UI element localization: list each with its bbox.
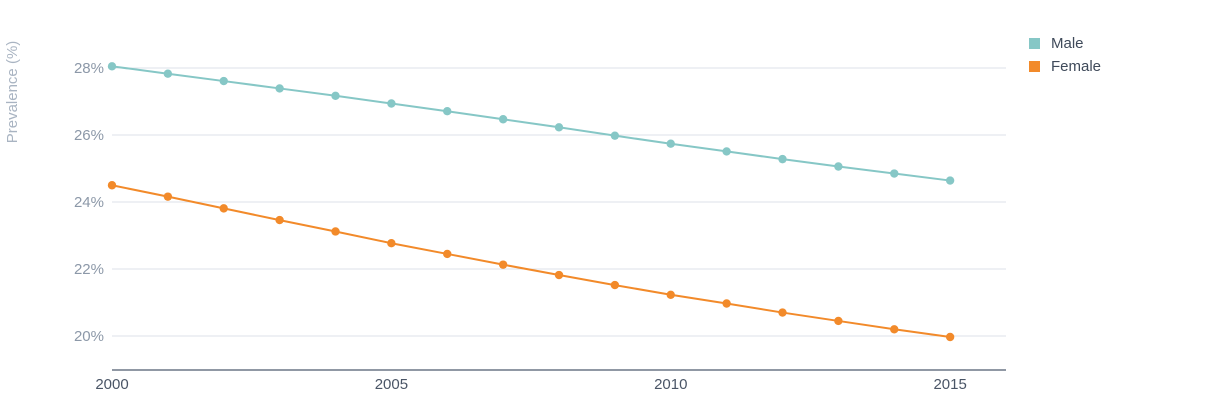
legend-swatch-male — [1029, 38, 1040, 49]
gridlines — [112, 67, 1006, 337]
data-point-female[interactable] — [443, 249, 452, 259]
data-point-female[interactable] — [219, 204, 228, 213]
y-tick-label: 28% — [74, 60, 104, 77]
x-tick-label: 2000 — [95, 376, 128, 393]
y-tick-label: 24% — [74, 194, 104, 211]
data-point-male[interactable] — [219, 76, 228, 86]
data-point-female[interactable] — [834, 316, 843, 326]
data-point-female[interactable] — [275, 215, 284, 225]
y-tick-label: 20% — [74, 328, 104, 345]
data-point-male[interactable] — [498, 115, 508, 124]
legend-label-female[interactable]: Female — [1051, 58, 1101, 75]
legend-swatch-female — [1029, 61, 1040, 72]
data-point-male[interactable] — [610, 131, 620, 140]
data-point-female[interactable] — [666, 290, 675, 299]
x-tick-label: 2015 — [933, 376, 966, 393]
legend: Male Female — [1029, 35, 1101, 75]
x-tick-label: 2010 — [654, 376, 687, 393]
x-tick-label: 2005 — [375, 376, 408, 393]
data-point-male[interactable] — [331, 91, 340, 101]
series-line-male — [111, 65, 951, 182]
data-point-female[interactable] — [163, 192, 173, 201]
data-point-female[interactable] — [498, 260, 508, 269]
data-point-female[interactable] — [610, 280, 620, 290]
data-point-female[interactable] — [387, 239, 396, 248]
data-point-male[interactable] — [890, 169, 899, 178]
data-point-female[interactable] — [554, 270, 564, 280]
data-point-male[interactable] — [722, 147, 731, 156]
data-point-female[interactable] — [778, 308, 787, 317]
series-line-female — [111, 184, 951, 339]
data-point-female[interactable] — [945, 332, 955, 342]
data-point-male[interactable] — [666, 139, 675, 148]
data-point-male[interactable] — [387, 99, 396, 108]
data-point-male[interactable] — [945, 176, 955, 185]
y-axis-title: Prevalence (%) — [4, 41, 21, 144]
y-tick-label: 22% — [74, 261, 104, 278]
y-tick-label: 26% — [74, 127, 104, 144]
data-point-male[interactable] — [163, 69, 173, 78]
legend-label-male[interactable]: Male — [1051, 35, 1084, 52]
data-point-male[interactable] — [107, 62, 117, 71]
series — [107, 62, 955, 342]
data-point-male[interactable] — [834, 162, 843, 171]
data-point-male[interactable] — [275, 84, 284, 93]
data-point-female[interactable] — [890, 325, 899, 334]
data-point-female[interactable] — [722, 299, 731, 308]
data-point-male[interactable] — [778, 154, 787, 164]
data-point-female[interactable] — [331, 227, 340, 236]
axes: 20% 22% 24% 26% 28% 2000 2005 2010 2015 Prevalenc… — [4, 41, 1006, 393]
data-point-male[interactable] — [443, 107, 452, 116]
data-point-female[interactable] — [107, 181, 117, 190]
data-point-male[interactable] — [554, 123, 564, 132]
